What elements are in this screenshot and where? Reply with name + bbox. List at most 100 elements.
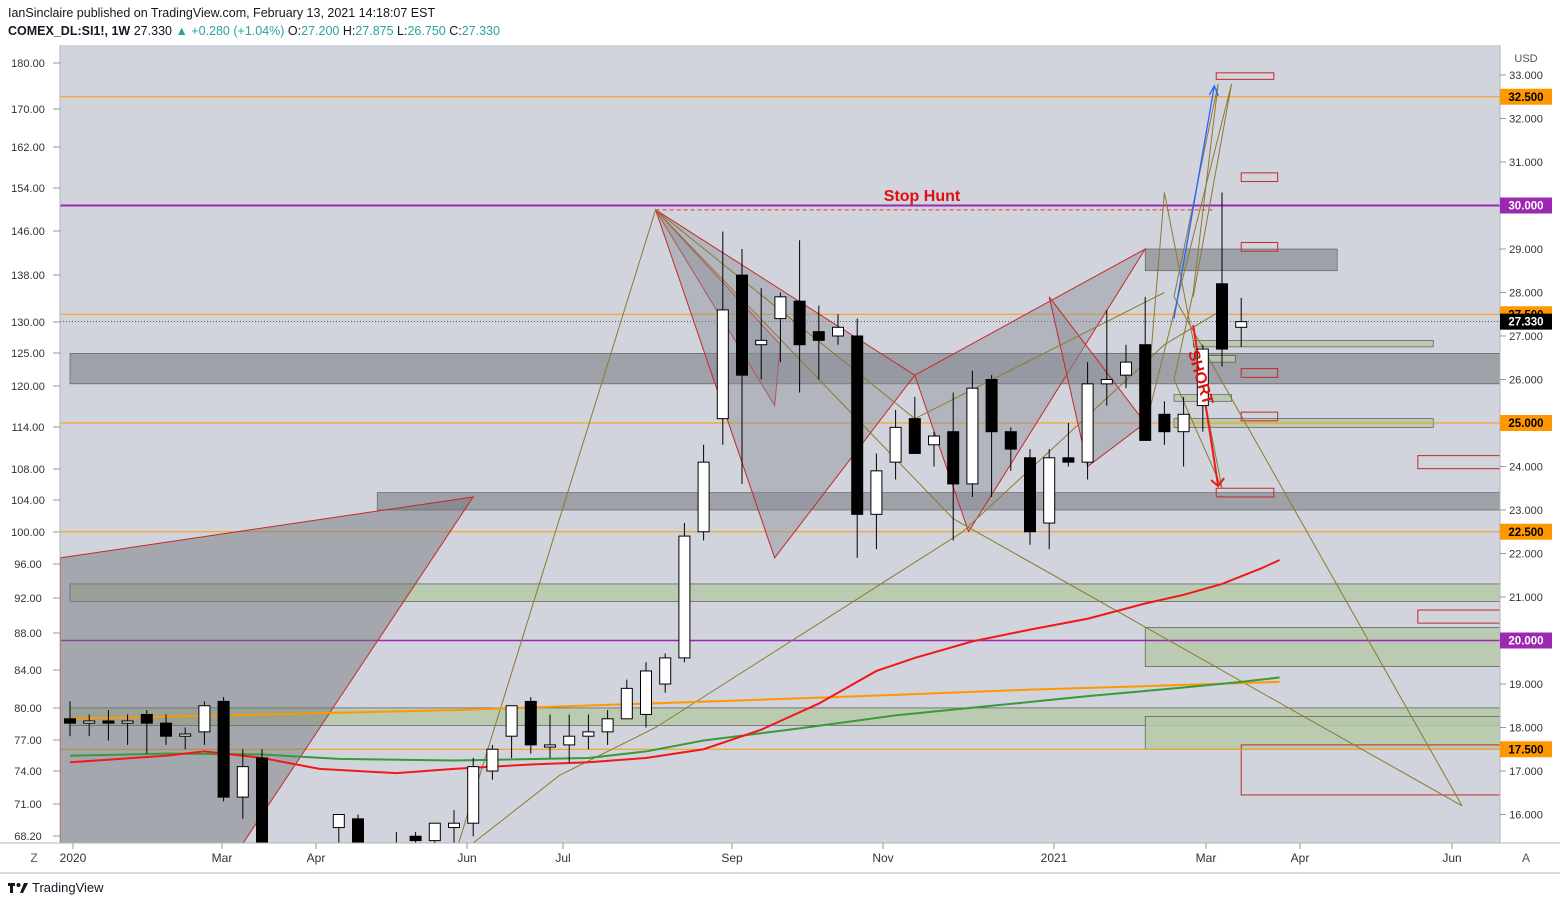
right-tick-label: 19.000 (1509, 679, 1543, 691)
right-tick-label: 28.000 (1509, 288, 1543, 300)
publisher-line: IanSinclaire published on TradingView.co… (8, 6, 436, 20)
left-tick-label: 71.00 (14, 799, 42, 811)
right-tick-label: 33.000 (1509, 70, 1543, 82)
candle-body (505, 705, 518, 737)
zones-layer (69, 72, 1511, 796)
ma-red (69, 559, 1281, 775)
price-label-bg (1500, 313, 1552, 330)
target-box (1215, 487, 1275, 498)
pattern-xab (655, 209, 781, 408)
time-tick-label: Jul (555, 851, 570, 865)
candle-body (736, 274, 748, 376)
right-tick-label: 27.000 (1509, 331, 1543, 343)
price-label-bg (1500, 523, 1552, 540)
symbol-label: COMEX_DL:SI1!, 1W (8, 24, 131, 38)
time-tick-label: Jun (457, 851, 476, 865)
auto-scale-button[interactable]: A (1522, 851, 1530, 865)
price-label-bg (1500, 741, 1552, 758)
price-label-bg (1500, 415, 1552, 431)
left-tick-label: 138.00 (11, 270, 45, 282)
stop-hunt-label: Stop Hunt (884, 188, 961, 205)
candle-body (774, 296, 787, 320)
candle-body (563, 735, 576, 746)
footer-brand[interactable]: TradingView (8, 880, 104, 895)
candle-body (966, 387, 979, 485)
price-label-text: 30.000 (1508, 201, 1543, 213)
price-label-bg (1500, 197, 1552, 214)
olive-leg-2 (453, 309, 1223, 859)
ma-green (69, 676, 1280, 762)
candles-layer (64, 192, 1248, 858)
close-label: C: (449, 24, 462, 38)
target-box (1240, 172, 1279, 183)
candle-body (601, 718, 614, 733)
time-tick-label: Nov (872, 851, 893, 865)
price-label-text: 25.000 (1508, 418, 1543, 430)
candle-body (659, 657, 672, 685)
candle-body (985, 379, 998, 433)
currency-label: USD (1514, 53, 1537, 65)
candle-body (198, 705, 211, 733)
right-tick-label: 16.000 (1509, 810, 1543, 822)
candle-body (486, 748, 499, 772)
right-tick-label: 32.000 (1509, 114, 1543, 126)
left-tick-label: 162.00 (11, 142, 45, 154)
right-tick-label: 21.000 (1509, 592, 1543, 604)
last-price: 27.330 (133, 24, 172, 38)
candle-body (1024, 457, 1036, 533)
candle-body (1043, 457, 1056, 524)
right-tick-label: 22.000 (1509, 549, 1543, 561)
time-axis[interactable] (0, 843, 1560, 873)
candle-body (428, 822, 441, 842)
left-tick-label: 100.00 (11, 527, 45, 539)
candle-body (179, 733, 192, 737)
left-tick-label: 96.00 (14, 559, 42, 571)
candle-body (467, 766, 480, 824)
gray-zone (376, 492, 1511, 511)
candle-body (1158, 413, 1171, 433)
candle-body (1004, 431, 1017, 450)
candle-body (544, 744, 556, 748)
candle-body (102, 720, 115, 724)
high-label: H: (342, 24, 356, 38)
pattern-bcd (654, 208, 916, 559)
green-zone (1144, 716, 1511, 750)
candle-body (832, 326, 844, 337)
target-box (1215, 72, 1275, 80)
candle-body (524, 700, 537, 746)
time-tick-label: Mar (1196, 851, 1217, 865)
candle-body (812, 331, 825, 341)
left-tick-label: 130.00 (11, 317, 45, 329)
time-tick-label: Apr (307, 851, 326, 865)
left-tick-label: 180.00 (11, 58, 45, 70)
low-value: 26.750 (407, 24, 446, 38)
price-label-text: 22.500 (1508, 527, 1543, 539)
zoom-button[interactable]: Z (30, 851, 37, 865)
candle-body (409, 835, 422, 842)
symbol-line: COMEX_DL:SI1!, 1W 27.330 ▲ +0.280 (+1.04… (8, 22, 500, 40)
right-tick-label: 18.000 (1509, 723, 1543, 735)
price-labels: 32.50030.00027.50027.33025.00022.50020.0… (1500, 88, 1552, 758)
left-axis[interactable] (0, 45, 60, 843)
left-tick-label: 125.00 (11, 348, 45, 360)
time-axis-ticks: 2020 Mar Apr Jun Jul Sep Nov 2021 Mar Apr Jun (60, 843, 1462, 865)
green-zone (1144, 627, 1511, 667)
left-tick-label: 108.00 (11, 464, 45, 476)
time-tick-label: Mar (212, 851, 233, 865)
target-arrow-up-head (1208, 84, 1219, 97)
pattern-small (1048, 296, 1146, 468)
candle-body (1216, 283, 1228, 350)
candle-body (928, 435, 940, 446)
candle-body (1062, 457, 1075, 463)
candle-body (1100, 379, 1113, 385)
moving-averages-layer (69, 559, 1281, 775)
close-value: 27.330 (461, 24, 500, 38)
right-axis[interactable] (1500, 45, 1560, 843)
left-tick-label: 92.00 (14, 593, 42, 605)
footer-brand-label: TradingView (32, 880, 104, 895)
left-tick-label: 80.00 (14, 703, 42, 715)
candle-body (448, 822, 460, 829)
candle-body (620, 687, 633, 720)
left-tick-label: 170.00 (11, 104, 45, 116)
